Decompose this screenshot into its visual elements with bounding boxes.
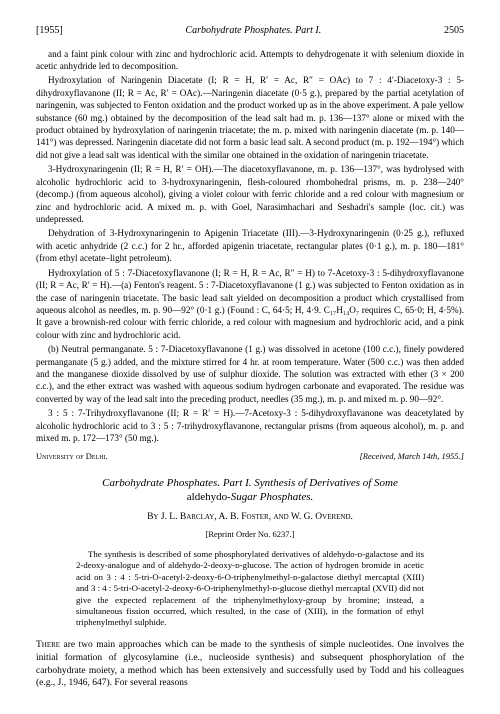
affiliation-line: University of Delhi. [Received, March 14…: [36, 451, 464, 462]
paragraph-7: 3 : 5 : 7-Trihydroxyflavanone (II; R = R…: [36, 407, 464, 444]
body-text: are two main approaches which can be mad…: [36, 640, 464, 688]
article-title: Carbohydrate Phosphates. Part I. Synthes…: [66, 476, 434, 505]
body-opening: There are two main approaches which can …: [36, 639, 464, 690]
paragraph-4: Dehydration of 3-Hydroxynaringenin to Ap…: [36, 227, 464, 264]
header-title: Carbohydrate Phosphates. Part I.: [185, 24, 321, 38]
title-line-2-upright: aldehydo: [187, 491, 227, 503]
running-header: [1955] Carbohydrate Phosphates. Part I. …: [36, 24, 464, 38]
authors-text: By J. L. Barclay, A. B. Foster, and W. G…: [147, 512, 353, 522]
body-smallcaps-lead: There: [36, 640, 60, 650]
abstract-text: The synthesis is described of some phosp…: [76, 549, 424, 629]
paragraph-6: (b) Neutral permanganate. 5 : 7-Diacetox…: [36, 343, 464, 405]
title-line-1: Carbohydrate Phosphates. Part I. Synthes…: [102, 477, 398, 489]
paragraph-2: Hydroxylation of Naringenin Diacetate (I…: [36, 74, 464, 161]
reprint-order: [Reprint Order No. 6237.]: [36, 529, 464, 540]
title-line-2-italic: -Sugar Phosphates.: [227, 491, 313, 503]
header-page: 2505: [444, 24, 464, 38]
paragraph-1: and a faint pink colour with zinc and hy…: [36, 48, 464, 73]
header-year: [1955]: [36, 24, 63, 38]
paragraph-3: 3-Hydroxynaringenin (II; R = H, R′ = OH)…: [36, 163, 464, 225]
received-date: [Received, March 14th, 1955.]: [360, 451, 465, 462]
university-name: University of Delhi.: [36, 451, 108, 462]
authors-line: By J. L. Barclay, A. B. Foster, and W. G…: [36, 511, 464, 524]
paragraph-5: Hydroxylation of 5 : 7-Diacetoxyflavanon…: [36, 267, 464, 342]
